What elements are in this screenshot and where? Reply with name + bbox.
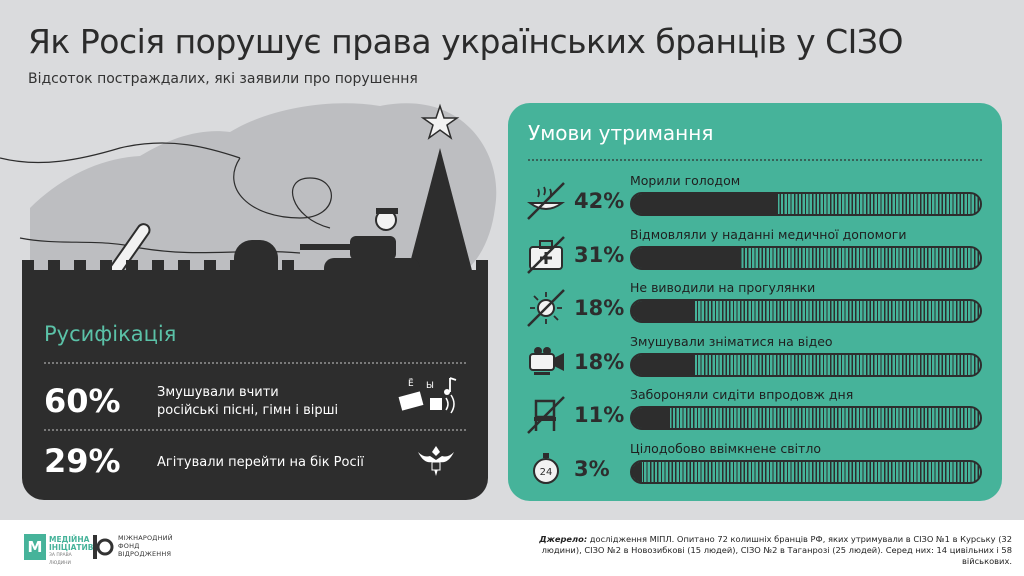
condition-pct: 11% xyxy=(574,403,625,427)
divider xyxy=(528,159,982,161)
letter-yo: Ё xyxy=(408,378,414,389)
illustration xyxy=(0,103,497,293)
condition-bar xyxy=(632,301,695,321)
kremlin-tower-icon xyxy=(405,103,475,282)
crossed-medkit-icon xyxy=(527,235,565,274)
condition-row: 11% Забороняли сидіти впродовж дня xyxy=(508,387,1002,437)
source-text: дослідження МІПЛ. Опитано 72 колишніх бр… xyxy=(541,534,1012,566)
logo-text-sub: ЗА ПРАВА ЛЮДИНИ xyxy=(49,553,72,566)
footer: М МЕДІЙНА ІНІЦІАТИВА ЗА ПРАВА ЛЮДИНИ МІЖ… xyxy=(0,520,1024,576)
page-title: Як Росія порушує права українських бранц… xyxy=(28,22,904,61)
conditions-title: Умови утримання xyxy=(528,121,714,145)
svg-text:24: 24 xyxy=(540,467,553,478)
page-subtitle: Відсоток постраждалих, які заявили про п… xyxy=(28,71,418,87)
russification-title: Русифікація xyxy=(44,322,177,346)
russian-eagle-icon xyxy=(418,446,454,476)
source-label: Джерело: xyxy=(539,534,588,544)
logo-text: МЕДІЙНА ІНІЦІАТИВА ЗА ПРАВА ЛЮДИНИ xyxy=(49,535,100,568)
russification-text-songs-line2: російські пісні, гімн і вірші xyxy=(157,403,339,418)
irf-logo-icon xyxy=(93,535,114,559)
condition-bar xyxy=(632,354,695,375)
logo-text-main: МЕДІЙНА ІНІЦІАТИВА xyxy=(49,535,100,552)
condition-row: 18% Змушували зніматися на відео xyxy=(508,334,1002,384)
condition-row: 18% Не виводили на прогулянки xyxy=(508,280,1002,330)
condition-pct: 3% xyxy=(574,456,610,481)
condition-label: Не виводили на прогулянки xyxy=(630,280,816,295)
condition-pct: 42% xyxy=(574,189,625,213)
stopwatch-24-icon: 24 xyxy=(533,452,559,484)
condition-bar-track xyxy=(630,299,982,323)
crossed-chair-icon xyxy=(527,396,565,434)
russification-text-songs-line1: Змушували вчити xyxy=(157,385,279,400)
condition-bar-track xyxy=(630,459,982,484)
condition-label: Забороняли сидіти впродовж дня xyxy=(630,387,854,402)
condition-label: Цілодобово ввімкнене світло xyxy=(630,440,821,456)
condition-bar xyxy=(632,408,671,428)
singing-icon: Ё Ы xyxy=(398,377,457,414)
condition-row: 42% Морили голодом xyxy=(508,173,1002,223)
russification-pct-agitation: 29% xyxy=(44,442,121,480)
condition-row: 24 3% Цілодобово ввімкнене світло xyxy=(508,441,1002,491)
irf-logo-text: МІЖНАРОДНИЙ ФОНД ВІДРОДЖЕННЯ xyxy=(118,534,173,558)
condition-bar-track xyxy=(630,245,982,270)
crossed-sun-icon xyxy=(527,289,565,327)
condition-bar xyxy=(632,194,779,214)
crossed-food-bowl-icon xyxy=(526,182,566,220)
condition-bar xyxy=(632,461,643,482)
crenellation xyxy=(22,260,488,282)
russification-panel: Русифікація 60% Змушували вчити російськ… xyxy=(22,282,488,500)
russification-text-songs: Змушували вчити російські пісні, гімн і … xyxy=(157,384,338,420)
zmina-logo: М МЕДІЙНА ІНІЦІАТИВА ЗА ПРАВА ЛЮДИНИ xyxy=(24,534,99,566)
divider xyxy=(44,362,466,364)
condition-label: Відмовляли у наданні медичної допомоги xyxy=(630,226,907,242)
condition-label: Морили голодом xyxy=(630,173,741,188)
condition-row: 31% Відмовляли у наданні медичної допомог… xyxy=(508,227,1002,277)
condition-bar-track xyxy=(630,192,982,216)
letter-y: Ы xyxy=(426,381,434,391)
russification-pct-songs: 60% xyxy=(44,382,121,420)
video-camera-icon xyxy=(529,346,564,375)
condition-bar-track xyxy=(630,406,982,430)
condition-pct: 31% xyxy=(574,242,625,267)
condition-bar-track xyxy=(630,352,982,377)
condition-label: Змушували зніматися на відео xyxy=(630,333,833,349)
condition-pct: 18% xyxy=(574,349,625,374)
source-note: Джерело: дослідження МІПЛ. Опитано 72 ко… xyxy=(532,534,1012,567)
logo-mark: М xyxy=(24,534,46,560)
russification-text-agitation: Агітували перейти на бік Росії xyxy=(157,455,364,470)
condition-pct: 18% xyxy=(574,296,625,320)
divider xyxy=(44,429,466,431)
conditions-panel: Умови утримання 42% Морили голодом 31% Відм… xyxy=(508,103,1002,501)
condition-bar xyxy=(632,247,740,268)
irf-logo: МІЖНАРОДНИЙ ФОНД ВІДРОДЖЕННЯ xyxy=(92,534,173,564)
